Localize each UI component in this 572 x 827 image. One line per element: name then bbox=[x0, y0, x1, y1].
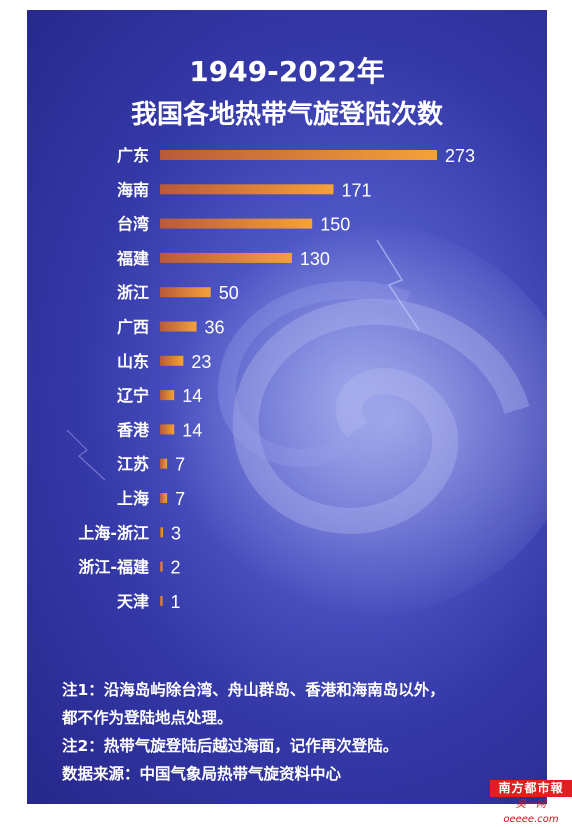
bar bbox=[160, 390, 175, 401]
bar bbox=[160, 493, 168, 503]
category-label: 辽宁 bbox=[117, 386, 149, 405]
bar bbox=[160, 424, 175, 435]
category-label: 台湾 bbox=[117, 215, 149, 234]
value-label: 14 bbox=[182, 386, 202, 406]
bar bbox=[160, 527, 164, 538]
value-label: 1 bbox=[171, 592, 181, 612]
category-label: 香港 bbox=[116, 420, 150, 439]
value-label: 273 bbox=[445, 146, 475, 166]
category-label: 天津 bbox=[117, 592, 149, 611]
category-label: 上海 bbox=[117, 489, 149, 508]
category-label: 上海-浙江 bbox=[78, 523, 149, 542]
logo-watermark: 奥一网oeeee.com bbox=[503, 799, 559, 825]
typhoon-swirl-background bbox=[66, 220, 547, 620]
value-label: 36 bbox=[205, 318, 225, 338]
bar bbox=[160, 287, 211, 298]
value-label: 171 bbox=[342, 180, 372, 200]
note1-line2: 都不作为登陆地点处理。 bbox=[62, 709, 233, 727]
bar bbox=[160, 252, 292, 263]
infographic-poster: 1949-2022年 我国各地热带气旋登陆次数 广东 273 海南 171 台湾 150 福… bbox=[27, 10, 547, 804]
category-label: 广西 bbox=[117, 318, 149, 337]
newspaper-logo: 南方都市報 奥一网oeeee.com bbox=[490, 780, 572, 825]
category-label: 山东 bbox=[117, 352, 149, 371]
bar bbox=[160, 150, 437, 160]
data-source: 数据来源：中国气象局热带气旋资料中心 bbox=[62, 765, 342, 783]
bar bbox=[160, 184, 334, 195]
bar bbox=[160, 218, 313, 229]
bar bbox=[160, 321, 197, 332]
value-label: 7 bbox=[175, 455, 185, 475]
note1-line1: 注1：沿海岛屿除台湾、舟山群岛、香港和海南岛以外， bbox=[62, 681, 445, 699]
category-label: 广东 bbox=[117, 146, 149, 165]
logo-name: 南方都市報 bbox=[490, 780, 572, 797]
value-label: 7 bbox=[175, 489, 185, 509]
bar bbox=[160, 355, 184, 366]
value-label: 50 bbox=[219, 283, 239, 303]
category-label: 浙江-福建 bbox=[78, 558, 149, 577]
value-label: 3 bbox=[171, 523, 181, 543]
category-label: 海南 bbox=[117, 180, 149, 199]
chart-title-line2: 我国各地热带气旋登陆次数 bbox=[130, 100, 443, 130]
bar bbox=[160, 595, 163, 606]
value-label: 130 bbox=[300, 249, 330, 269]
bar bbox=[160, 561, 163, 572]
bar bbox=[160, 458, 168, 469]
value-label: 150 bbox=[320, 215, 350, 235]
category-label: 福建 bbox=[116, 249, 149, 268]
chart-title-line1: 1949-2022年 bbox=[189, 55, 385, 88]
category-label: 浙江 bbox=[117, 283, 149, 302]
category-label: 江苏 bbox=[117, 455, 149, 474]
value-label: 23 bbox=[191, 352, 211, 372]
note2: 注2：热带气旋登陆后越过海面，记作再次登陆。 bbox=[62, 737, 399, 755]
value-label: 14 bbox=[182, 420, 202, 440]
value-label: 2 bbox=[171, 558, 181, 578]
